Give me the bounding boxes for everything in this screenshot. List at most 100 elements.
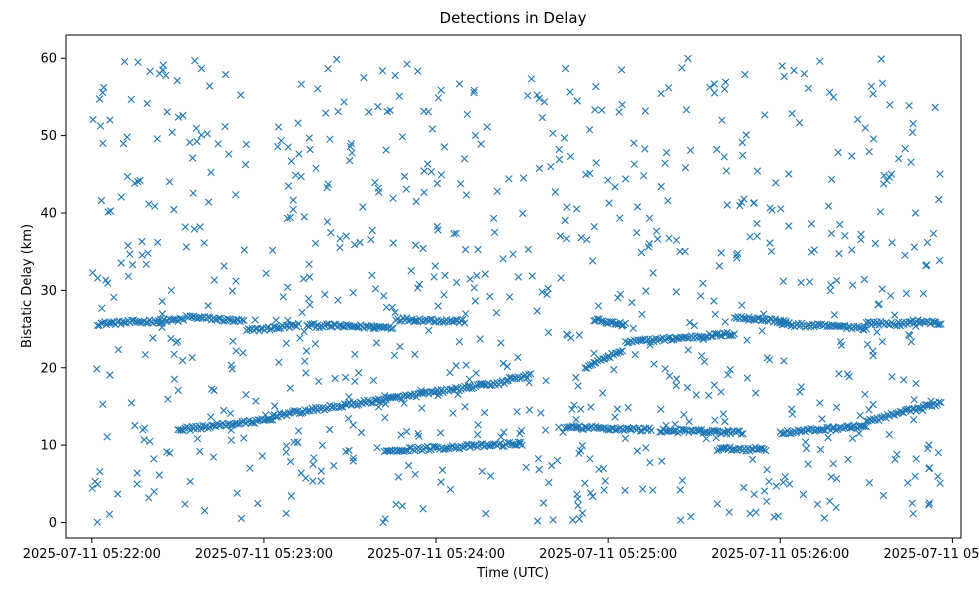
detection-point [753, 314, 762, 322]
detection-point [923, 238, 932, 247]
detection-point [486, 292, 494, 301]
detection-point [631, 351, 639, 359]
detection-point [349, 457, 357, 465]
detection-point [418, 404, 426, 412]
detection-point [162, 71, 170, 80]
detection-point [168, 128, 176, 136]
detection-point [539, 499, 548, 507]
detection-point [311, 239, 320, 248]
detection-point [103, 433, 111, 441]
detection-point [246, 464, 254, 472]
detection-point [124, 241, 132, 250]
detection-point [824, 433, 832, 442]
detection-point [227, 426, 235, 434]
detection-point [210, 276, 219, 284]
detection-point [229, 317, 237, 326]
detection-point [686, 146, 695, 154]
detection-point [888, 373, 896, 381]
detection-point [128, 261, 137, 269]
detection-point [391, 308, 399, 317]
detection-point [170, 205, 178, 214]
detection-point [710, 80, 718, 88]
detection-point [292, 407, 300, 415]
detection-point [411, 350, 419, 359]
detection-point [88, 269, 97, 277]
detection-point [827, 229, 836, 238]
detection-point [369, 324, 377, 333]
detection-point [610, 365, 618, 374]
detection-point [581, 364, 589, 372]
detection-point [911, 209, 920, 217]
detection-point [201, 506, 209, 515]
detection-point [389, 324, 397, 332]
detection-point [323, 218, 332, 226]
detection-point [829, 423, 837, 431]
detection-point [699, 279, 707, 288]
detection-point [93, 321, 102, 330]
detection-point [535, 465, 543, 474]
detection-point [895, 155, 903, 163]
detection-point [262, 269, 270, 278]
detection-point [611, 183, 619, 191]
detection-point [802, 444, 811, 453]
detection-point [692, 391, 700, 399]
detection-point [639, 485, 647, 493]
detection-point [102, 276, 110, 284]
detection-point [869, 351, 877, 360]
detection-point [645, 214, 654, 222]
detection-point [741, 70, 749, 79]
x-tick-label: 2025-07-11 05:26:00 [711, 547, 849, 562]
detection-point [753, 219, 761, 228]
detection-point [286, 457, 295, 466]
detection-point [841, 232, 849, 240]
detection-point [457, 180, 465, 188]
detection-point [856, 411, 864, 420]
detection-point [557, 274, 565, 282]
detection-point [203, 130, 212, 138]
detection-point [379, 292, 388, 300]
detection-point [563, 203, 571, 211]
detection-point [695, 426, 703, 434]
detection-point [797, 383, 806, 391]
detection-point [297, 469, 305, 477]
detection-point [414, 67, 422, 75]
detection-point [492, 309, 501, 317]
detection-point [403, 427, 411, 436]
detection-point [853, 115, 862, 124]
detection-point [334, 107, 342, 116]
detection-point [229, 337, 237, 345]
detection-point [577, 405, 585, 413]
detection-point [739, 430, 747, 438]
detection-point [736, 201, 744, 210]
detection-point [598, 106, 606, 114]
detection-point [426, 315, 434, 324]
y-tick-label: 20 [40, 361, 57, 376]
detection-point [351, 350, 359, 358]
detection-point [563, 330, 571, 338]
detection-point [934, 472, 942, 481]
detection-point [738, 138, 747, 147]
detection-point [534, 455, 543, 463]
detection-point [367, 236, 375, 244]
detection-point [848, 281, 857, 289]
detection-point [568, 405, 576, 413]
detection-point [470, 284, 478, 292]
detection-point [734, 249, 742, 258]
detection-point [641, 145, 649, 153]
detection-point [762, 447, 770, 455]
detection-point [392, 500, 400, 509]
detection-point [374, 102, 382, 111]
detection-point [404, 461, 413, 470]
detection-point [499, 255, 507, 263]
detection-point [862, 325, 870, 333]
detection-point [860, 326, 868, 334]
detection-point [181, 223, 189, 231]
detection-point [893, 450, 901, 458]
detection-point [527, 75, 536, 83]
detection-point [849, 423, 857, 431]
detection-point [368, 271, 376, 279]
detection-point [578, 509, 587, 517]
detection-point [713, 145, 721, 154]
detection-point [127, 95, 135, 104]
y-tick-label: 40 [40, 206, 57, 221]
